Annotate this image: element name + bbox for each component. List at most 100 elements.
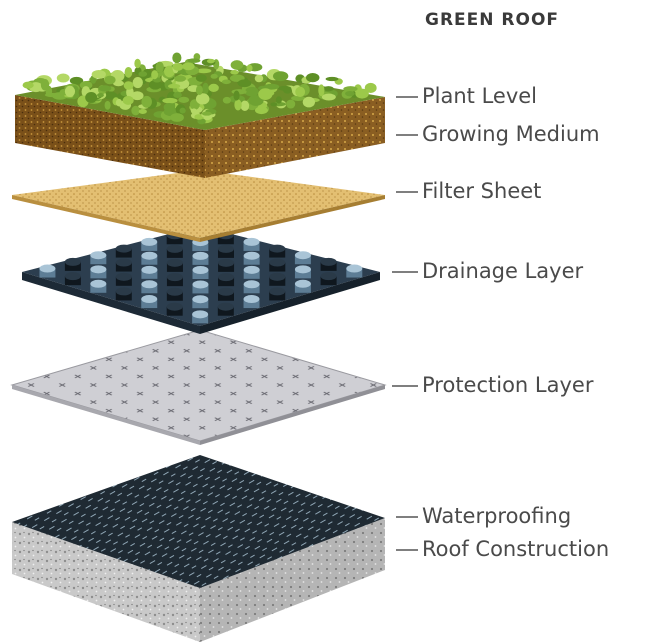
cup-body (141, 241, 158, 251)
leaf (113, 80, 124, 87)
leaf (230, 70, 239, 75)
leaf (355, 88, 369, 99)
cup-body (64, 261, 81, 271)
cup-top (141, 295, 158, 304)
cup-body (166, 277, 183, 287)
cup-body (192, 255, 209, 265)
leaf (97, 92, 104, 98)
leaf (190, 108, 197, 114)
leaf (182, 62, 195, 71)
cup-top (64, 272, 81, 281)
leaf (164, 65, 175, 78)
leaf (325, 76, 339, 82)
leaf (258, 88, 273, 101)
cup-top (192, 280, 209, 289)
cup-top (217, 244, 234, 253)
cup-body (217, 291, 234, 301)
cup-top (166, 244, 183, 253)
cup-body (166, 306, 183, 316)
cup-body (166, 262, 183, 272)
leaf (318, 84, 325, 97)
cup-body (115, 262, 132, 272)
leaf (321, 93, 336, 101)
cup-top (192, 251, 209, 260)
cup-body (90, 269, 107, 279)
cup-top (346, 264, 363, 273)
leaf (248, 95, 264, 106)
cup-top (192, 266, 209, 274)
cup-top (243, 280, 260, 289)
leaf (174, 75, 186, 82)
title: GREEN ROOF (425, 10, 559, 30)
cup-top (269, 272, 286, 281)
cup-body (166, 291, 183, 301)
leaf (195, 85, 203, 96)
leaf (364, 82, 377, 94)
leaf (305, 72, 320, 83)
layer-label: Drainage Layer (422, 259, 584, 283)
cup-body (294, 255, 311, 265)
leaf (286, 99, 296, 109)
cup-body (141, 299, 158, 309)
leaf (131, 91, 144, 101)
cup-top (141, 237, 158, 246)
cup-top (243, 251, 260, 260)
leaf (168, 83, 181, 89)
leaf (151, 70, 159, 80)
leaf (173, 91, 182, 99)
layer-label: Protection Layer (422, 373, 594, 397)
cup-top (320, 257, 337, 266)
leaf (155, 61, 164, 73)
leaf (197, 118, 206, 125)
layer-label: Filter Sheet (422, 179, 541, 203)
cup-body (294, 269, 311, 279)
cup-top (218, 273, 235, 282)
leaf (234, 99, 242, 111)
drainage-cups (39, 224, 363, 324)
cup-top (90, 251, 107, 260)
leaf (104, 100, 111, 110)
leaf (283, 86, 292, 94)
cup-body (141, 255, 158, 265)
leaf (141, 95, 152, 108)
waterproofing-block (12, 455, 385, 642)
cup-body (320, 276, 337, 286)
cup-top (269, 258, 286, 267)
cup-top (166, 302, 183, 311)
leaf (69, 76, 84, 85)
leaf (210, 73, 218, 79)
cup-top (192, 310, 209, 319)
leaf (79, 81, 93, 90)
cup-body (115, 248, 132, 258)
leaf (172, 52, 182, 64)
leaf (195, 93, 210, 105)
cup-body (90, 283, 107, 293)
leaf (270, 102, 278, 107)
cup-body (346, 268, 363, 278)
leaf (56, 73, 70, 83)
leaf (22, 81, 34, 89)
cup-body (269, 262, 286, 272)
cup-body (192, 242, 209, 252)
leaf (131, 105, 140, 116)
cup-body (64, 276, 81, 286)
cup-top (115, 287, 132, 296)
cup-body (218, 277, 235, 287)
leaf (272, 71, 289, 82)
leaf (123, 81, 134, 90)
cup-top (166, 273, 183, 282)
cup-top (192, 295, 209, 304)
leaf (122, 95, 134, 105)
cup-top (115, 272, 132, 281)
leaf (295, 86, 306, 98)
leaf (201, 111, 212, 116)
cup-top (166, 258, 183, 267)
cup-body (166, 235, 183, 245)
leaf (170, 113, 184, 122)
leaf (208, 83, 219, 92)
cup-top (166, 287, 183, 296)
filter-sheet (12, 170, 385, 242)
cup-body (166, 248, 183, 258)
cup-body (294, 283, 311, 293)
